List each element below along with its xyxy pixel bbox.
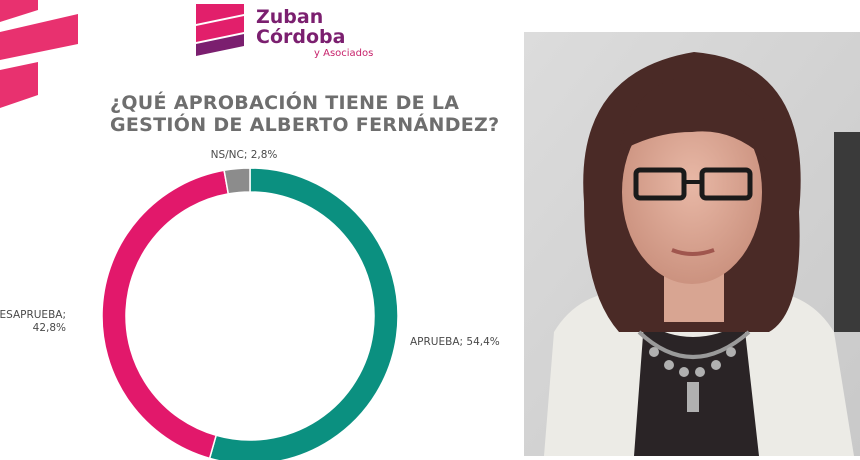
brand-logo: Zuban Córdoba y Asociados	[192, 2, 373, 64]
portrait-photo-icon	[524, 32, 860, 456]
donut-chart: APRUEBA; 54,4% DESAPRUEBA;42,8% NS/NC; 2,8…	[0, 149, 500, 460]
brand-logo-icon	[196, 4, 244, 56]
donut-slice-1	[208, 167, 399, 460]
chart-title-line2: GESTIÓN DE ALBERTO FERNÁNDEZ?	[110, 114, 500, 136]
donut-label-3: NS/NC; 2,8%	[211, 149, 278, 161]
brand-name-line3: y Asociados	[314, 48, 374, 59]
decorative-corner-mark	[0, 0, 78, 108]
chart-title: ¿QUÉ APROBACIÓN TIENE DE LA GESTIÓN DE A…	[110, 92, 510, 136]
donut-label-2: DESAPRUEBA;42,8%	[0, 309, 66, 334]
donut-label-1: APRUEBA; 54,4%	[410, 336, 500, 348]
donut-slice-2	[101, 169, 230, 460]
brand-name-line1: Zuban	[256, 6, 324, 28]
donut-slice-3	[223, 167, 251, 195]
portrait-photo	[524, 32, 860, 456]
brand-name-line2: Córdoba	[256, 26, 346, 48]
chart-title-line1: ¿QUÉ APROBACIÓN TIENE DE LA	[110, 92, 460, 114]
